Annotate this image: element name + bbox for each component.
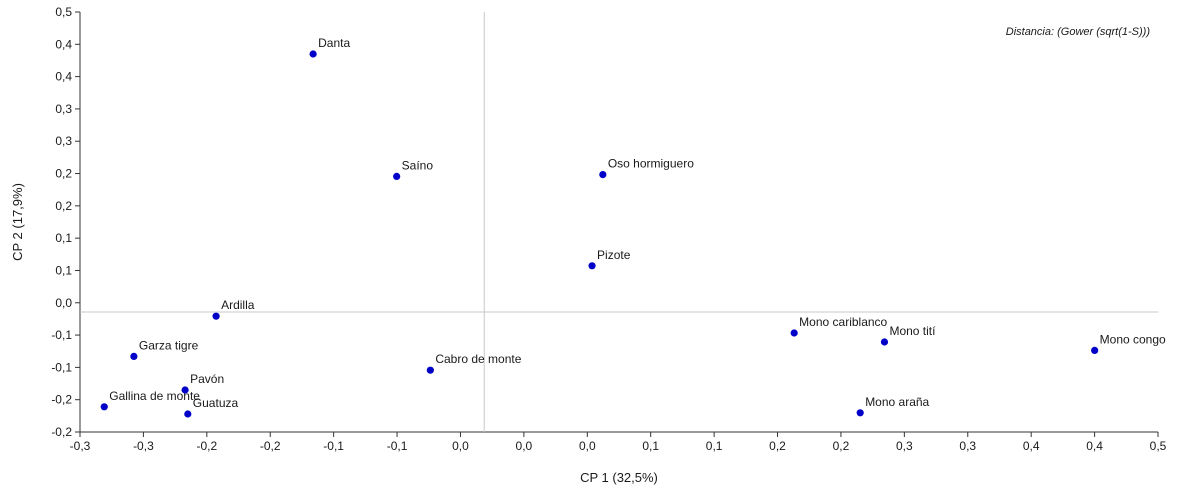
point-label: Guatuza: [193, 396, 239, 410]
point-label: Oso hormiguero: [608, 157, 694, 171]
y-axis-ticks: -0,2 -0,2 -0,1 -0,1 0,0 0,1 0,1 0,2 0,2 0,3 0,3 0,4…: [51, 5, 80, 439]
x-tick-label: -0,3: [133, 439, 154, 453]
data-point: [1091, 346, 1099, 354]
x-tick-label: 0,0: [452, 439, 469, 453]
point-label: Saíno: [402, 158, 434, 172]
x-tick-label: 0,4: [1086, 439, 1103, 453]
point-label: Danta: [318, 36, 350, 50]
y-tick-label: 0,4: [55, 70, 72, 84]
y-tick-label: -0,1: [51, 360, 72, 374]
data-point: [599, 171, 607, 179]
point-label: Mono cariblanco: [799, 315, 887, 329]
x-tick-label: 0,0: [516, 439, 533, 453]
data-point: [880, 338, 889, 346]
y-tick-label: -0,1: [51, 328, 72, 342]
y-tick-label: 0,1: [55, 263, 72, 277]
point-label: Gallina de monte: [109, 389, 200, 403]
x-tick-label: 0,5: [1150, 439, 1167, 453]
y-tick-label: 0,2: [55, 199, 72, 213]
y-tick-label: 0,0: [55, 296, 72, 310]
point-label: Mono congo: [1100, 332, 1166, 346]
x-tick-label: -0,1: [323, 439, 344, 453]
y-tick-label: 0,5: [55, 5, 72, 19]
x-tick-label: -0,2: [260, 439, 281, 453]
y-tick-label: 0,4: [55, 37, 72, 51]
x-tick-label: 0,1: [706, 439, 723, 453]
data-point: [130, 352, 138, 360]
x-axis-title: CP 1 (32,5%): [580, 470, 658, 485]
point-label: Mono tití: [889, 324, 936, 338]
y-tick-label: 0,3: [55, 102, 72, 116]
point-label: Garza tigre: [139, 338, 199, 352]
x-tick-label: 0,2: [769, 439, 786, 453]
y-tick-label: 0,1: [55, 231, 72, 245]
data-point: [426, 366, 434, 374]
data-points: Danta Saíno Oso hormiguero Pizote Ardilla Gar…: [100, 36, 1166, 418]
x-tick-label: 0,0: [579, 439, 596, 453]
y-tick-label: 0,3: [55, 134, 72, 148]
x-tick-label: 0,2: [833, 439, 850, 453]
y-tick-label: -0,2: [51, 393, 72, 407]
point-label: Pizote: [597, 248, 631, 262]
x-tick-label: 0,3: [896, 439, 913, 453]
point-label: Ardilla: [221, 298, 255, 312]
y-tick-label: 0,2: [55, 167, 72, 181]
plot-area: -0,3 -0,3 -0,2 -0,2 -0,1 -0,1 0,0 0,0 0,0 0,1 0,1 0…: [51, 5, 1166, 453]
data-point: [309, 50, 317, 58]
point-label: Mono araña: [865, 395, 929, 409]
x-tick-label: -0,2: [196, 439, 217, 453]
data-point: [100, 403, 108, 411]
data-point: [588, 262, 596, 270]
y-axis-title: CP 2 (17,9%): [10, 183, 25, 261]
x-tick-label: -0,3: [70, 439, 91, 453]
x-tick-label: 0,4: [1023, 439, 1040, 453]
data-point: [212, 312, 220, 320]
data-point: [393, 172, 401, 180]
point-label: Cabro de monte: [435, 352, 521, 366]
data-point: [790, 329, 798, 337]
x-tick-label: 0,1: [642, 439, 659, 453]
x-tick-label: -0,1: [387, 439, 408, 453]
point-label: Pavón: [190, 372, 224, 386]
x-tick-label: 0,3: [959, 439, 976, 453]
data-point: [181, 386, 189, 394]
distance-annotation: Distancia: (Gower (sqrt(1-S))): [1006, 26, 1151, 38]
data-point: [856, 409, 864, 417]
y-tick-label: -0,2: [51, 425, 72, 439]
data-point: [184, 410, 192, 418]
x-axis-ticks: -0,3 -0,3 -0,2 -0,2 -0,1 -0,1 0,0 0,0 0,0 0,1 0,1 0…: [70, 432, 1167, 453]
